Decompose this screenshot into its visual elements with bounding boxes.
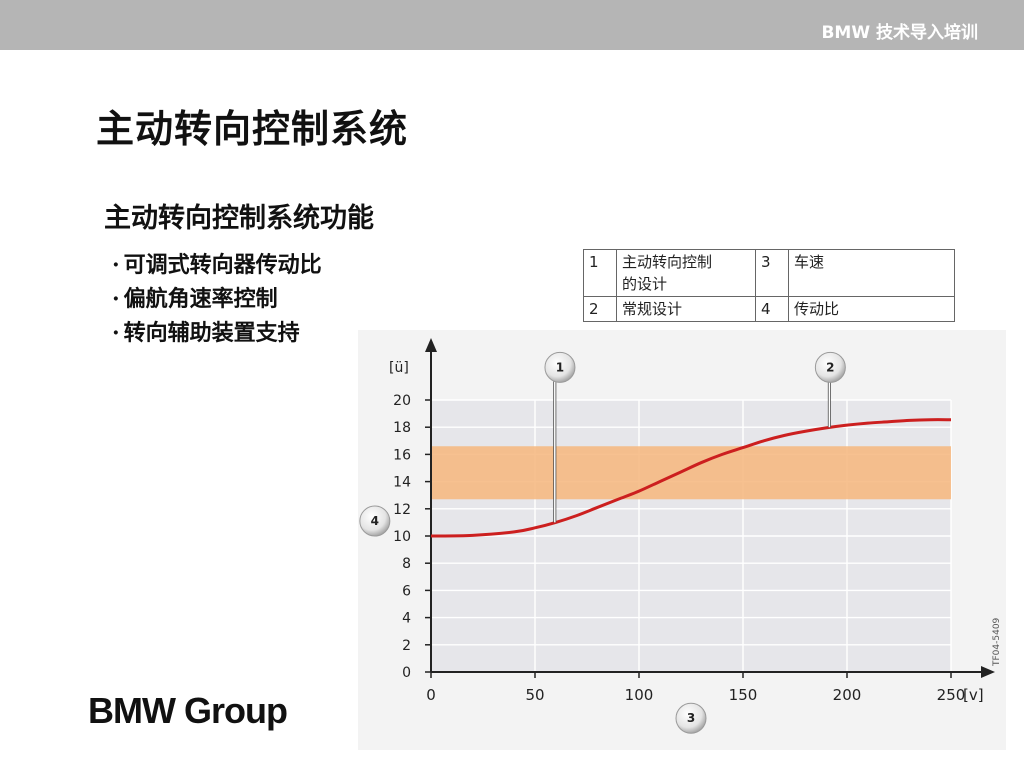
- axes: [425, 338, 995, 678]
- legend-num: 4: [755, 296, 789, 322]
- callout-label: 1: [556, 360, 564, 374]
- y-tick-label: 16: [393, 447, 411, 463]
- legend-text-line: 的设计: [622, 275, 668, 293]
- legend-text: 传动比: [788, 296, 955, 322]
- legend-text: 车速: [788, 249, 955, 297]
- page-title: 主动转向控制系统: [96, 106, 409, 151]
- y-tick-label: 0: [402, 665, 411, 681]
- bmw-group-logo: BMW Group: [88, 690, 288, 731]
- y-tick-label: 6: [402, 583, 411, 599]
- legend-text-line: 车速: [794, 253, 825, 271]
- y-tick-label: 10: [393, 529, 411, 545]
- y-tick-label: 8: [402, 556, 411, 572]
- legend-text: 主动转向控制 的设计: [616, 249, 756, 297]
- series-line: [430, 418, 952, 538]
- callout-label: 4: [371, 514, 379, 528]
- y-tick-label: 12: [393, 502, 411, 518]
- top-bar: BMW 技术导入培训: [0, 0, 1024, 50]
- x-axis-arrow: [981, 666, 995, 678]
- callout-label: 2: [826, 360, 834, 374]
- callouts: 1 234: [359, 351, 846, 734]
- x-tick-label: 200: [833, 686, 862, 704]
- x-tick-label: 150: [729, 686, 758, 704]
- legend-row: 1 主动转向控制 的设计 3 车速: [583, 249, 955, 297]
- y-tick-label: 18: [393, 420, 411, 436]
- feature-list: 可调式转向器传动比 偏航角速率控制 转向辅助装置支持: [112, 250, 322, 352]
- x-tick-label: 250: [937, 686, 966, 704]
- range-band: [431, 446, 951, 500]
- y-axis-arrow: [425, 338, 437, 352]
- brand-label: BMW 技术导入培训: [821, 23, 978, 43]
- legend-text-line: 传动比: [794, 300, 840, 318]
- image-code: TF04-5409: [992, 617, 1002, 667]
- legend-text-line: 主动转向控制: [622, 253, 713, 271]
- legend-text: 常规设计: [616, 296, 756, 322]
- y-tick-label: 14: [393, 475, 411, 491]
- y-axis-label: [ü]: [389, 360, 409, 376]
- legend-num: 2: [583, 296, 617, 322]
- callout-bubble: [359, 505, 391, 537]
- legend-num: 3: [755, 249, 789, 297]
- x-tick-label: 50: [525, 686, 544, 704]
- feature-item: 偏航角速率控制: [112, 284, 322, 318]
- callout-bubble: [814, 351, 846, 383]
- callout-bubble: [544, 351, 576, 383]
- legend-num: 1: [583, 249, 617, 297]
- feature-item: 转向辅助装置支持: [112, 318, 322, 352]
- y-tick-label: 2: [402, 638, 411, 654]
- x-tick-label: 100: [625, 686, 654, 704]
- feature-item: 可调式转向器传动比: [112, 250, 322, 284]
- callout-label: 3: [687, 711, 695, 725]
- legend-row: 2 常规设计 4 传动比: [583, 296, 955, 322]
- callout-bubble: [675, 702, 707, 734]
- legend-text-line: 常规设计: [622, 300, 683, 318]
- y-tick-label: 20: [393, 393, 411, 409]
- page-subtitle: 主动转向控制系统功能: [104, 203, 374, 234]
- legend-table: 1 主动转向控制 的设计 3 车速 2 常规设计 4 传动比: [583, 249, 955, 322]
- x-axis-label: [v]: [963, 686, 984, 704]
- x-tick-label: 0: [426, 686, 436, 704]
- y-tick-label: 4: [402, 611, 411, 627]
